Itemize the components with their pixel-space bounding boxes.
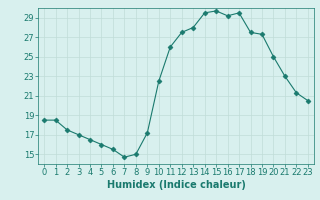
- X-axis label: Humidex (Indice chaleur): Humidex (Indice chaleur): [107, 180, 245, 190]
